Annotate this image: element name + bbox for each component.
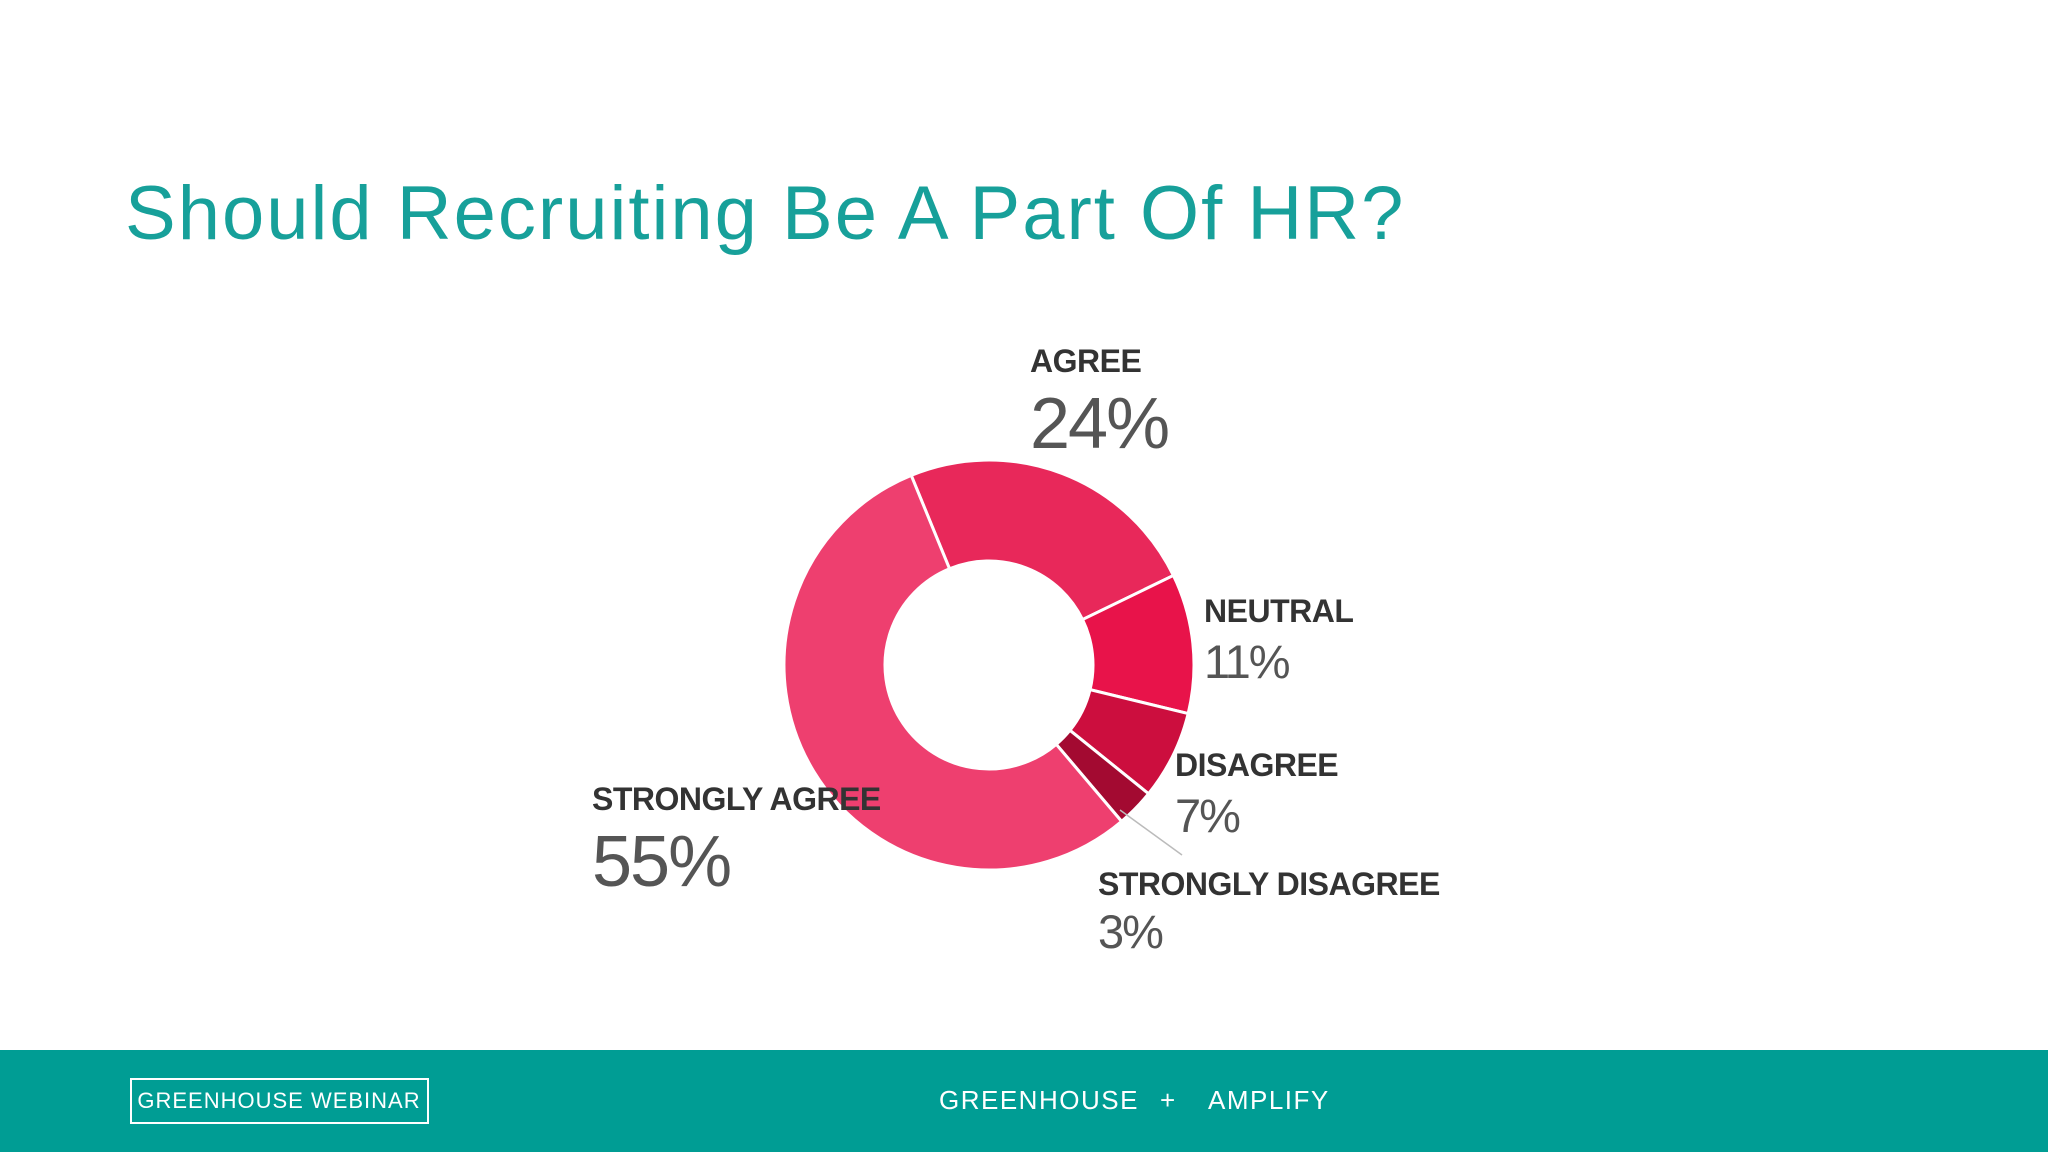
slice-label: AGREE bbox=[1030, 343, 1141, 379]
slice-value-label: 3% bbox=[1098, 905, 1163, 958]
donut-chart: AGREE 24% NEUTRAL 11% DISAGREE 7% STRONGLY DIS… bbox=[592, 343, 1440, 958]
slice-label: STRONGLY DISAGREE bbox=[1098, 866, 1440, 902]
leader-line bbox=[1119, 809, 1183, 856]
footer-right: AMPLIFY bbox=[1208, 1085, 1330, 1115]
footer-separator: + bbox=[1160, 1085, 1175, 1115]
slice-value-label: 7% bbox=[1175, 789, 1240, 842]
slice-value-label: 55% bbox=[592, 822, 730, 902]
slice-value-label: 24% bbox=[1030, 384, 1168, 464]
slide-title: Should Recruiting Be A Part Of HR? bbox=[125, 171, 1405, 256]
footer-badge: GREENHOUSE WEBINAR bbox=[137, 1088, 420, 1113]
donut-slice bbox=[782, 473, 1124, 872]
footer-left: GREENHOUSE bbox=[939, 1085, 1139, 1115]
slice-label: DISAGREE bbox=[1175, 747, 1338, 783]
slice-label: NEUTRAL bbox=[1204, 593, 1353, 629]
badge-frame bbox=[130, 1078, 429, 1124]
donut-slice bbox=[909, 458, 1176, 622]
slice-label: STRONGLY AGREE bbox=[592, 781, 881, 817]
footer-band bbox=[0, 1050, 2048, 1152]
slice-value-label: 11% bbox=[1204, 635, 1290, 688]
